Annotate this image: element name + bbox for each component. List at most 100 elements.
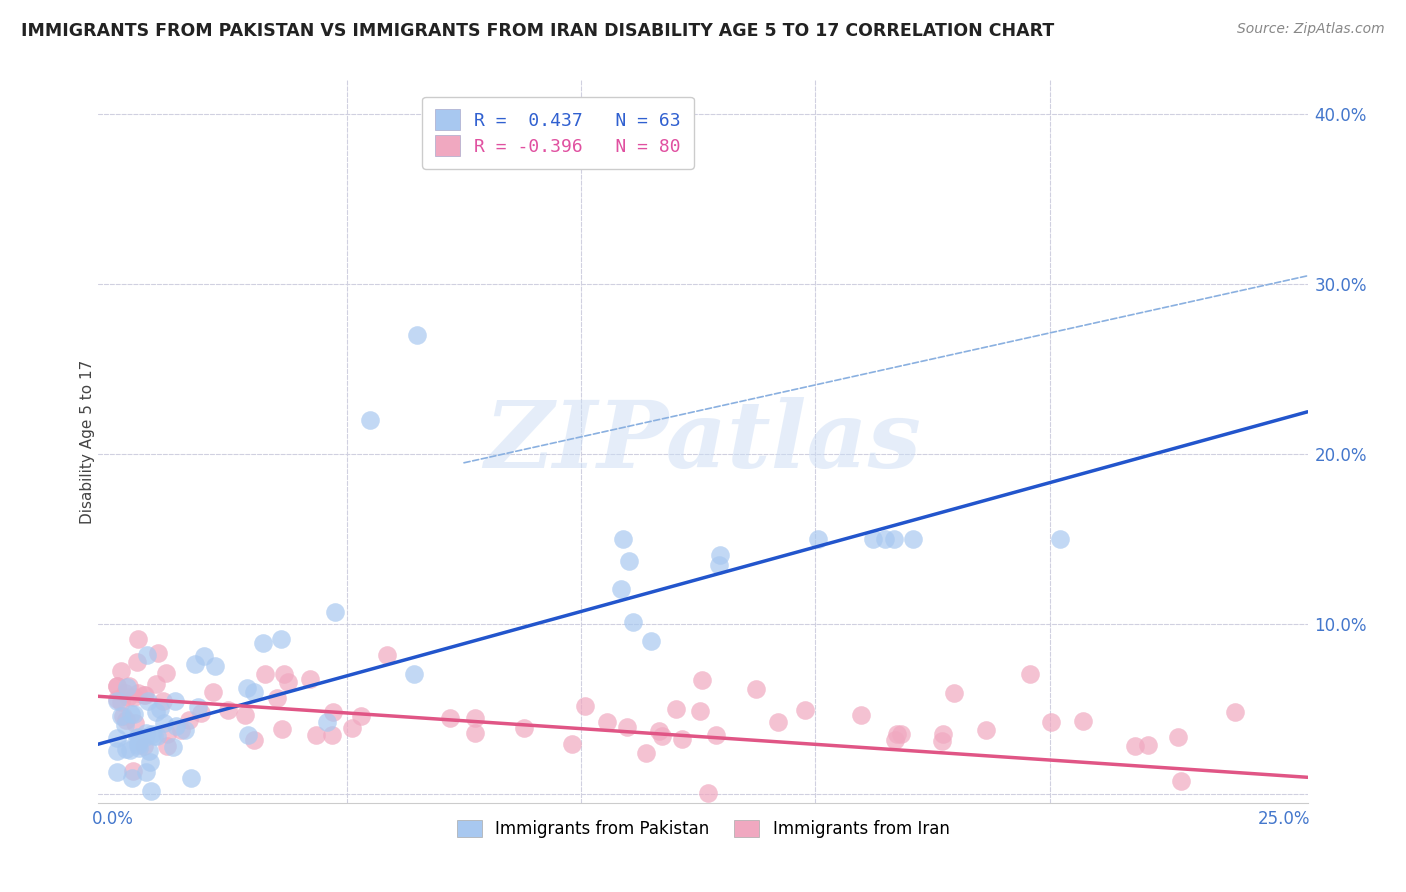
Point <box>121 771 143 785</box>
Point <box>439 710 461 724</box>
Point <box>110 695 132 709</box>
Point <box>149 702 172 716</box>
Point <box>165 719 187 733</box>
Point <box>322 705 344 719</box>
Point <box>134 730 156 744</box>
Point <box>135 725 157 739</box>
Point <box>305 728 328 742</box>
Point <box>266 691 288 706</box>
Point <box>163 694 186 708</box>
Point <box>849 707 872 722</box>
Point <box>252 636 274 650</box>
Point <box>692 673 714 687</box>
Point <box>671 732 693 747</box>
Point <box>180 771 202 785</box>
Point <box>463 726 485 740</box>
Point <box>105 764 128 779</box>
Point <box>187 700 209 714</box>
Point <box>709 548 731 562</box>
Point <box>128 734 150 748</box>
Point <box>115 713 138 727</box>
Point <box>146 646 169 660</box>
Point <box>145 676 167 690</box>
Point <box>141 727 163 741</box>
Point <box>146 729 169 743</box>
Point <box>1019 667 1042 681</box>
Point <box>1167 731 1189 745</box>
Point <box>689 704 711 718</box>
Point <box>621 615 644 630</box>
Point <box>110 665 132 679</box>
Point <box>610 582 633 596</box>
Point <box>596 714 619 729</box>
Point <box>143 729 166 743</box>
Point <box>1136 738 1159 752</box>
Point <box>697 786 720 800</box>
Y-axis label: Disability Age 5 to 17: Disability Age 5 to 17 <box>80 359 94 524</box>
Point <box>766 714 789 729</box>
Point <box>136 648 159 663</box>
Point <box>943 686 966 700</box>
Point <box>170 723 193 737</box>
Point <box>807 533 830 547</box>
Point <box>122 690 145 704</box>
Point <box>134 688 156 702</box>
Point <box>886 727 908 741</box>
Point <box>105 679 128 693</box>
Point <box>745 681 768 696</box>
Point <box>236 728 259 742</box>
Point <box>124 715 146 730</box>
Point <box>561 737 583 751</box>
Point <box>120 743 142 757</box>
Point <box>270 632 292 647</box>
Point <box>574 698 596 713</box>
Point <box>883 732 905 747</box>
Point <box>873 533 896 547</box>
Point <box>402 667 425 681</box>
Point <box>132 739 155 754</box>
Point <box>883 533 905 547</box>
Point <box>153 715 176 730</box>
Point <box>233 708 256 723</box>
Point <box>321 728 343 742</box>
Point <box>619 554 641 568</box>
Point <box>117 690 139 704</box>
Point <box>931 733 953 747</box>
Point <box>204 658 226 673</box>
Point <box>134 688 156 702</box>
Point <box>105 731 128 746</box>
Point <box>127 655 149 669</box>
Point <box>901 533 924 547</box>
Point <box>193 648 215 663</box>
Point <box>862 533 884 547</box>
Point <box>243 684 266 698</box>
Point <box>636 746 658 760</box>
Point <box>375 648 398 663</box>
Point <box>115 681 138 695</box>
Point <box>217 703 239 717</box>
Point <box>128 740 150 755</box>
Point <box>340 721 363 735</box>
Point <box>359 413 381 427</box>
Text: Source: ZipAtlas.com: Source: ZipAtlas.com <box>1237 22 1385 37</box>
Point <box>139 756 162 770</box>
Point <box>464 711 486 725</box>
Point <box>127 738 149 752</box>
Point <box>162 739 184 754</box>
Point <box>120 707 142 722</box>
Point <box>974 723 997 738</box>
Point <box>665 701 688 715</box>
Point <box>1170 774 1192 789</box>
Point <box>138 744 160 758</box>
Point <box>136 694 159 708</box>
Point <box>793 703 815 717</box>
Point <box>122 706 145 721</box>
Point <box>651 730 673 744</box>
Point <box>145 705 167 719</box>
Point <box>105 679 128 693</box>
Point <box>190 706 212 720</box>
Point <box>616 720 638 734</box>
Point <box>114 685 136 699</box>
Point <box>1039 714 1062 729</box>
Text: IMMIGRANTS FROM PAKISTAN VS IMMIGRANTS FROM IRAN DISABILITY AGE 5 TO 17 CORRELAT: IMMIGRANTS FROM PAKISTAN VS IMMIGRANTS F… <box>21 22 1054 40</box>
